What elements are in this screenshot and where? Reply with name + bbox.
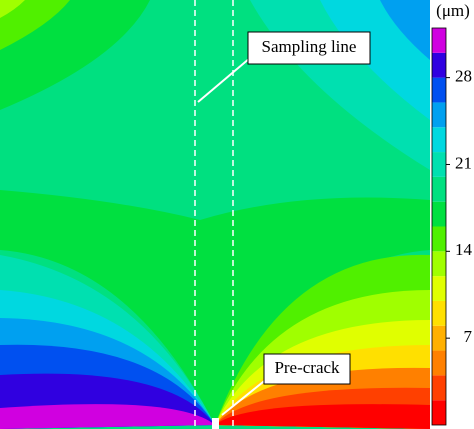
field-band	[0, 0, 70, 50]
annotation-box	[263, 353, 351, 385]
colorbar-band	[432, 28, 446, 53]
colorbar-band	[432, 201, 446, 227]
colorbar-band	[432, 176, 446, 202]
colorbar-tick-label: 21	[455, 153, 472, 172]
annotation: Pre-crack	[274, 358, 340, 377]
annotation: Sampling line	[262, 37, 357, 56]
field-band	[0, 190, 430, 425]
colorbar-band	[432, 350, 446, 376]
colorbar-band	[432, 276, 446, 301]
field-band	[215, 404, 430, 429]
notch	[212, 418, 219, 429]
colorbar-frame	[431, 27, 447, 426]
colorbar-band	[432, 325, 446, 351]
colorbar-band	[432, 251, 446, 277]
arrow	[221, 377, 269, 416]
colorbar-band	[432, 102, 446, 128]
arrow	[197, 57, 251, 103]
colorbar-band	[432, 300, 446, 326]
annotation-box	[247, 31, 371, 65]
colorbar-tick-label: 7	[464, 327, 473, 346]
colorbar-tick-label: 28	[455, 67, 472, 86]
colorbar-band	[432, 77, 446, 103]
colorbar-band	[432, 226, 446, 252]
field-band	[0, 0, 25, 18]
colorbar-band	[432, 400, 446, 425]
colorbar-tick-label: 14	[455, 240, 473, 259]
contour-field: Sampling line Pre-crack	[0, 0, 430, 429]
colorbar-band	[432, 52, 446, 78]
colorbar-unit: (μm)	[436, 1, 470, 20]
colorbar-band	[432, 127, 446, 153]
colorbar-band	[432, 152, 446, 177]
field-band	[380, 0, 430, 60]
field-band	[0, 404, 215, 429]
colorbar-band	[432, 375, 446, 401]
